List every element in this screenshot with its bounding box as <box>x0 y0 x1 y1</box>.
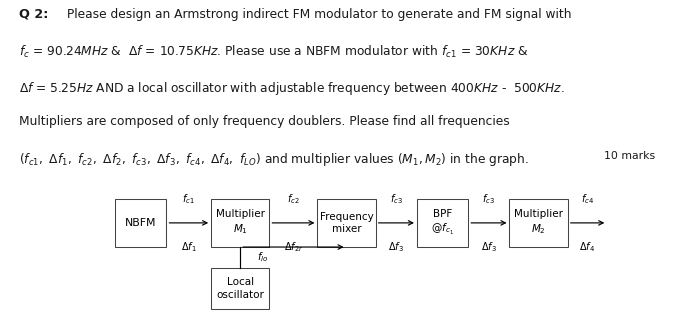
Text: $f_{c4}$: $f_{c4}$ <box>581 192 594 206</box>
FancyBboxPatch shape <box>510 199 568 247</box>
Text: $\Delta f_{2r}$: $\Delta f_{2r}$ <box>284 240 303 254</box>
Text: $\Delta f_1$: $\Delta f_1$ <box>181 240 197 254</box>
Text: Local
oscillator: Local oscillator <box>216 277 264 300</box>
FancyBboxPatch shape <box>211 268 270 308</box>
Text: $\Delta f_3$: $\Delta f_3$ <box>389 240 404 254</box>
Text: 10 marks: 10 marks <box>604 151 655 161</box>
Text: Multiplier
$M_1$: Multiplier $M_1$ <box>216 210 265 236</box>
Text: $\Delta f_4$: $\Delta f_4$ <box>580 240 596 254</box>
Text: Please design an Armstrong indirect FM modulator to generate and FM signal with: Please design an Armstrong indirect FM m… <box>63 8 572 21</box>
FancyBboxPatch shape <box>417 199 468 247</box>
FancyBboxPatch shape <box>115 199 167 247</box>
Text: $f_c$ = 90.24$MHz$ &  $\Delta f$ = 10.75$KHz$. Please use a NBFM modulator with : $f_c$ = 90.24$MHz$ & $\Delta f$ = 10.75$… <box>20 44 528 60</box>
Text: Frequency
mixer: Frequency mixer <box>320 212 373 234</box>
Text: NBFM: NBFM <box>125 218 157 228</box>
Text: Q 2:: Q 2: <box>20 8 49 21</box>
Text: Multiplier
$M_2$: Multiplier $M_2$ <box>514 210 563 236</box>
Text: $f_{lo}$: $f_{lo}$ <box>258 250 269 264</box>
FancyBboxPatch shape <box>317 199 376 247</box>
Text: $(f_{c1},\ \Delta f_1,\ f_{c2},\ \Delta f_2,\ f_{c3},\ \Delta f_3,\ f_{c4},\ \De: $(f_{c1},\ \Delta f_1,\ f_{c2},\ \Delta … <box>20 151 529 168</box>
Text: $f_{c3}$: $f_{c3}$ <box>482 192 496 206</box>
Text: Multipliers are composed of only frequency doublers. Please find all frequencies: Multipliers are composed of only frequen… <box>20 115 510 128</box>
Text: BPF
$@f_{c_1}$: BPF $@f_{c_1}$ <box>431 209 454 237</box>
Text: $f_{c2}$: $f_{c2}$ <box>287 192 300 206</box>
FancyBboxPatch shape <box>211 199 270 247</box>
Text: $f_{c3}$: $f_{c3}$ <box>390 192 402 206</box>
Text: $f_{c1}$: $f_{c1}$ <box>183 192 195 206</box>
Text: $\Delta f_3$: $\Delta f_3$ <box>481 240 497 254</box>
Text: $\Delta f$ = 5.25$Hz$ AND a local oscillator with adjustable frequency between 4: $\Delta f$ = 5.25$Hz$ AND a local oscill… <box>20 80 565 97</box>
